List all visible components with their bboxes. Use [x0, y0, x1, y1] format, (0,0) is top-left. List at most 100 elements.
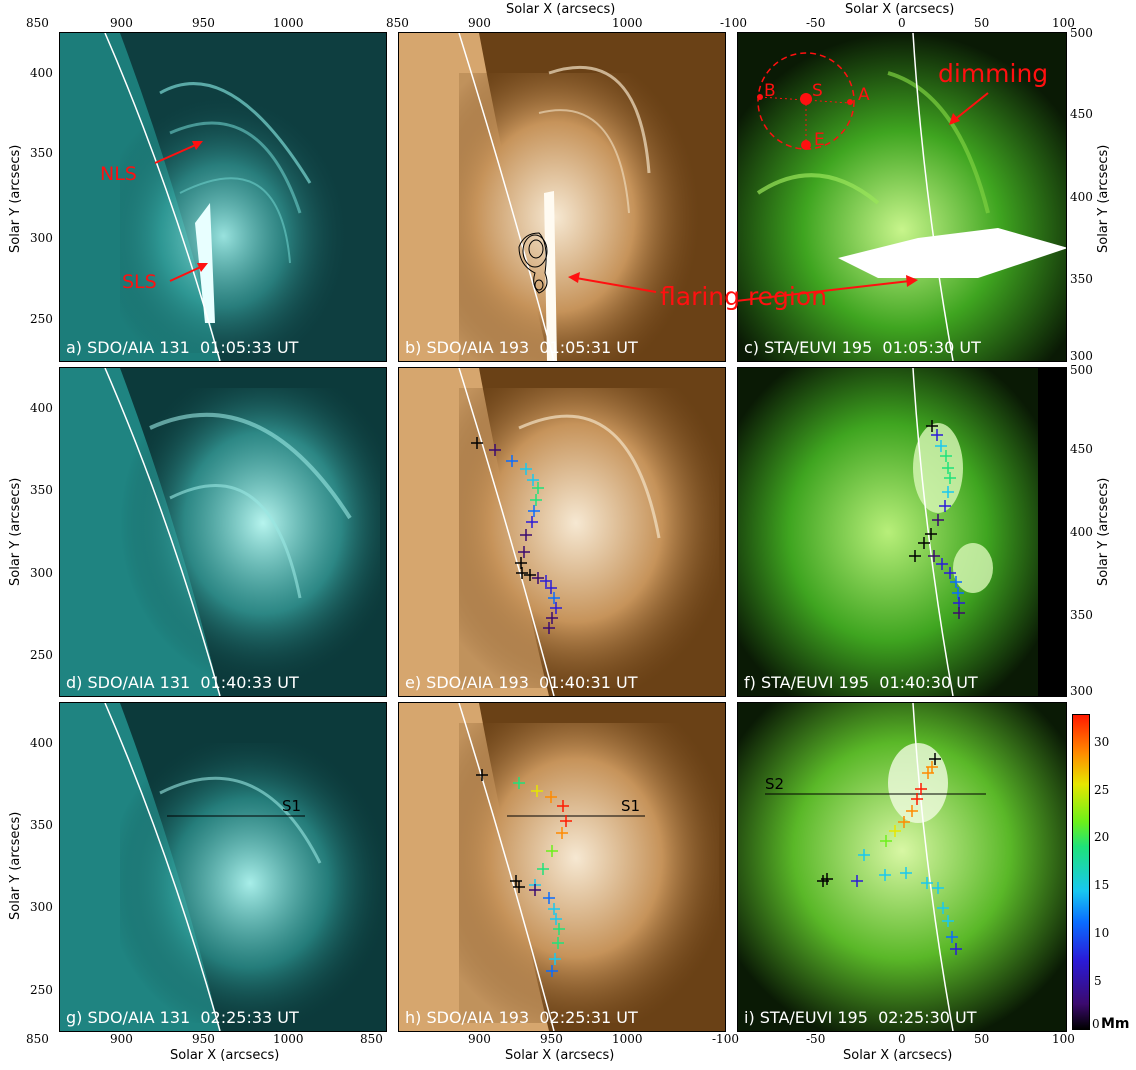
top-tick-950-a: 950: [192, 16, 215, 30]
slit-s1-label-h: S1: [621, 797, 641, 815]
top-tick-850-a: 850: [26, 16, 49, 30]
y-tick-400-r3: 400: [30, 736, 53, 750]
colorbar-unit: Mm: [1101, 1016, 1130, 1032]
point-b-label: B: [764, 81, 776, 101]
ry-tick-500-r2: 500: [1070, 363, 1093, 377]
y-tick-350-r3: 350: [30, 818, 53, 832]
left-y-axis-title-row3: Solar Y (arcsecs): [8, 811, 23, 920]
panel-h-image: [399, 703, 719, 1031]
slit-s2-label: S2: [765, 775, 785, 793]
ry-tick-350-r2: 350: [1070, 608, 1093, 622]
top-tick-850-b: 850: [386, 16, 409, 30]
bottom-tick-1000-h: 1000: [612, 1032, 643, 1046]
y-tick-350-r1: 350: [30, 146, 53, 160]
ry-tick-300-r2: 300: [1070, 684, 1093, 698]
panel-f-euvi195: f) STA/EUVI 195 01:40:30 UT: [737, 367, 1067, 697]
panel-a-aia131: NLS SLS a) SDO/AIA 131 01:05:33 UT: [59, 32, 387, 362]
panel-b-label: b) SDO/AIA 193 01:05:31 UT: [405, 338, 638, 357]
panel-i-euvi195: S2 i) STA/EUVI 195 02:25:30 UT: [737, 702, 1067, 1032]
colorbar-tick-0: 0: [1092, 1017, 1100, 1031]
panel-g-image: [60, 703, 380, 1031]
ry-tick-450-r1: 450: [1070, 107, 1093, 121]
panel-i-label: i) STA/EUVI 195 02:25:30 UT: [744, 1008, 977, 1027]
top-x-axis-title-left: Solar X (arcsecs): [506, 2, 616, 17]
y-tick-300-r1: 300: [30, 231, 53, 245]
panel-d-label: d) SDO/AIA 131 01:40:33 UT: [66, 673, 299, 692]
panel-g-aia131: S1 g) SDO/AIA 131 02:25:33 UT: [59, 702, 387, 1032]
bottom-tick-850-g: 850: [26, 1032, 49, 1046]
ry-tick-400-r1: 400: [1070, 190, 1093, 204]
top-x-axis-title-right: Solar X (arcsecs): [845, 2, 955, 17]
colorbar-tick-10: 10: [1094, 926, 1110, 940]
y-tick-300-r2: 300: [30, 566, 53, 580]
panel-e-crosses: [471, 437, 562, 634]
top-tick-0: 0: [898, 16, 906, 30]
y-tick-400-r1: 400: [30, 66, 53, 80]
bottom-tick-0: 0: [898, 1032, 906, 1046]
colorbar-tick-30: 30: [1094, 735, 1110, 749]
ry-tick-450-r2: 450: [1070, 442, 1093, 456]
panel-c-image: [738, 33, 1066, 361]
point-s-label: S: [812, 81, 823, 101]
bottom-tick-850-h: 850: [360, 1032, 383, 1046]
colorbar-tick-5: 5: [1094, 974, 1102, 988]
panel-c-ellipse: [738, 52, 989, 302]
slit-s1-label-g: S1: [282, 797, 302, 815]
panel-f-image: [738, 368, 1066, 696]
bottom-x-axis-title-1: Solar X (arcsecs): [170, 1048, 280, 1063]
sls-label: SLS: [122, 271, 157, 293]
left-y-axis-title-row1: Solar Y (arcsecs): [8, 144, 23, 253]
left-y-axis-title-row2: Solar Y (arcsecs): [8, 477, 23, 586]
top-tick-900-a: 900: [110, 16, 133, 30]
panel-e-image: [399, 368, 719, 696]
panel-b-aia193: b) SDO/AIA 193 01:05:31 UT: [398, 32, 726, 362]
panel-h-aia193: S1 h) SDO/AIA 193 02:25:31 UT: [398, 702, 726, 1032]
panel-a-arrows: [154, 141, 208, 282]
bottom-tick-950-g: 950: [192, 1032, 215, 1046]
colorbar-tick-20: 20: [1094, 830, 1110, 844]
y-tick-250-r3: 250: [30, 983, 53, 997]
bottom-tick-1000-g: 1000: [273, 1032, 304, 1046]
y-tick-350-r2: 350: [30, 483, 53, 497]
flaring-region-arrow: [568, 272, 657, 293]
panel-f-label: f) STA/EUVI 195 01:40:30 UT: [744, 673, 978, 692]
flaring-region-label: flaring region: [660, 282, 828, 311]
ry-tick-300-r1: 300: [1070, 349, 1093, 363]
panel-i-image: [738, 703, 1066, 1031]
top-tick-1000-b: 1000: [612, 16, 643, 30]
panel-b-image: [399, 33, 699, 361]
point-e-label: E: [814, 130, 825, 150]
y-tick-250-r2: 250: [30, 648, 53, 662]
bottom-tick-50: 50: [974, 1032, 990, 1046]
bottom-tick-900-g: 900: [110, 1032, 133, 1046]
top-tick-1000-a: 1000: [273, 16, 304, 30]
panel-h-crosses: [476, 769, 572, 977]
dimming-label: dimming: [938, 59, 1049, 88]
top-tick-m100: -100: [720, 16, 747, 30]
ry-tick-500-r1: 500: [1070, 26, 1093, 40]
panel-d-aia131: d) SDO/AIA 131 01:40:33 UT: [59, 367, 387, 697]
colorbar-tick-25: 25: [1094, 783, 1110, 797]
top-tick-100: 100: [1052, 16, 1075, 30]
top-tick-m50: -50: [806, 16, 826, 30]
panel-g-label: g) SDO/AIA 131 02:25:33 UT: [66, 1008, 299, 1027]
bottom-tick-m50: -50: [806, 1032, 826, 1046]
panel-c-euvi195: B S A E dimming c) STA/EUVI 195 01:05:30…: [737, 32, 1067, 362]
bottom-tick-m100: -100: [712, 1032, 739, 1046]
panel-i-crosses: [817, 753, 962, 955]
panel-c-label: c) STA/EUVI 195 01:05:30 UT: [744, 338, 981, 357]
ry-tick-350-r1: 350: [1070, 272, 1093, 286]
ry-tick-400-r2: 400: [1070, 525, 1093, 539]
panel-e-label: e) SDO/AIA 193 01:40:31 UT: [405, 673, 638, 692]
bottom-tick-950-h: 950: [540, 1032, 563, 1046]
panel-d-image: [60, 368, 380, 696]
panel-h-label: h) SDO/AIA 193 02:25:31 UT: [405, 1008, 638, 1027]
y-tick-250-r1: 250: [30, 312, 53, 326]
top-tick-50: 50: [974, 16, 990, 30]
panel-e-aia193: e) SDO/AIA 193 01:40:31 UT: [398, 367, 726, 697]
distance-colorbar: [1072, 714, 1090, 1030]
bottom-tick-900-h: 900: [468, 1032, 491, 1046]
panel-a-label: a) SDO/AIA 131 01:05:33 UT: [66, 338, 299, 357]
panel-a-image: [60, 33, 350, 361]
top-tick-900-b: 900: [468, 16, 491, 30]
